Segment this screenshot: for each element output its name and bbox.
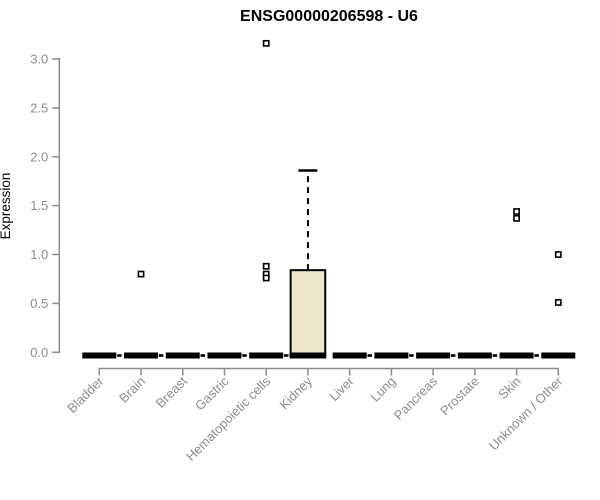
collapsed-boxplot bbox=[207, 352, 242, 359]
collapsed-whisker-dash bbox=[158, 354, 164, 357]
x-tick-label: Lung bbox=[367, 374, 398, 405]
outlier-point bbox=[262, 39, 270, 47]
collapsed-whisker-dash bbox=[450, 354, 456, 357]
outlier-point bbox=[554, 299, 562, 306]
chart-title: ENSG00000206598 - U6 bbox=[240, 8, 418, 25]
outlier-point bbox=[513, 214, 520, 222]
collapsed-whisker-dash bbox=[534, 354, 539, 357]
x-tick-label: Gastric bbox=[192, 373, 232, 413]
collapsed-whisker-dash bbox=[242, 354, 247, 357]
outlier-point bbox=[137, 270, 145, 278]
y-axis-label: Expression bbox=[0, 173, 13, 240]
collapsed-boxplot bbox=[82, 352, 117, 359]
collapsed-boxplot bbox=[332, 352, 367, 359]
collapsed-boxplot bbox=[541, 352, 576, 359]
collapsed-whisker-dash bbox=[367, 354, 372, 357]
box-iqr bbox=[289, 269, 327, 357]
plot-layer: 0.0 0.5 1.0 1.5 2.0 2.5 3.0 Bladder Brain Breast G… bbox=[30, 39, 576, 464]
y-tick-label: 1.5 bbox=[30, 198, 48, 213]
collapsed-whisker-dash bbox=[492, 354, 498, 357]
collapsed-whisker-dash bbox=[284, 354, 289, 357]
collapsed-boxplot bbox=[124, 352, 159, 359]
collapsed-boxplot bbox=[374, 352, 409, 359]
collapsed-whisker-dash bbox=[409, 354, 414, 357]
x-tick-label: Prostate bbox=[437, 374, 482, 419]
x-tick-label: Skin bbox=[495, 374, 523, 402]
collapsed-whisker-dash bbox=[117, 354, 122, 357]
collapsed-boxplot bbox=[165, 352, 200, 359]
collapsed-boxplot bbox=[499, 352, 534, 359]
x-tick-label: Liver bbox=[326, 373, 357, 404]
outlier-point bbox=[262, 262, 270, 270]
x-tick-label: Brain bbox=[116, 374, 148, 406]
collapsed-boxplot bbox=[457, 352, 492, 359]
box-median bbox=[289, 352, 327, 359]
x-tick-label: Breast bbox=[153, 373, 190, 410]
y-tick-label: 2.0 bbox=[30, 149, 48, 164]
outlier-point bbox=[262, 274, 270, 282]
y-tick-label: 2.5 bbox=[30, 100, 48, 115]
y-tick-label: 3.0 bbox=[30, 51, 48, 66]
y-tick-label: 1.0 bbox=[30, 247, 48, 262]
collapsed-boxplot bbox=[416, 352, 451, 359]
collapsed-whisker-dash bbox=[200, 354, 206, 357]
collapsed-boxplot bbox=[249, 352, 284, 359]
y-tick-label: 0.0 bbox=[30, 345, 48, 360]
outlier-point bbox=[513, 208, 520, 215]
outlier-point bbox=[554, 251, 562, 258]
x-tick-label: Kidney bbox=[276, 373, 315, 412]
x-tick-label: Pancreas bbox=[391, 373, 441, 423]
x-tick-label: Unknown / Other bbox=[486, 373, 566, 453]
y-tick-label: 0.5 bbox=[30, 296, 48, 311]
x-tick-label: Bladder bbox=[64, 373, 107, 416]
